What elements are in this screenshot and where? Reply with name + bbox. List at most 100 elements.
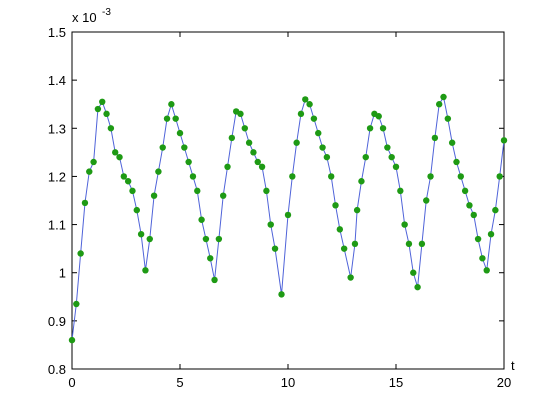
data-point [68, 336, 76, 344]
data-point [384, 144, 391, 151]
data-point [250, 149, 257, 156]
data-point [73, 300, 80, 308]
data-point [129, 187, 136, 195]
data-point [289, 173, 296, 180]
y-scale-exponent: -3 [102, 7, 111, 18]
x-tick-label: 20 [497, 375, 511, 390]
data-point [492, 206, 499, 214]
data-point [224, 163, 231, 170]
data-point [258, 163, 266, 170]
data-point [176, 129, 184, 137]
y-tick-label: 1.2 [48, 169, 66, 184]
data-point [315, 129, 322, 137]
data-point [347, 274, 354, 281]
data-point [237, 110, 244, 118]
x-tick-label: 5 [176, 375, 183, 390]
data-point [375, 113, 382, 120]
data-point [77, 250, 84, 257]
data-point [397, 187, 404, 195]
data-point [366, 125, 374, 132]
data-point [159, 144, 166, 151]
data-point [211, 276, 218, 284]
data-point [423, 197, 430, 204]
y-scale-label: x 10 [72, 10, 97, 25]
data-point [431, 134, 439, 142]
data-point [254, 158, 261, 166]
data-point [418, 240, 426, 248]
data-point [436, 101, 443, 108]
data-point [133, 206, 140, 214]
data-point [306, 101, 313, 108]
data-point [319, 144, 326, 151]
data-point [358, 178, 365, 185]
data-point [168, 101, 175, 108]
data-point [496, 173, 503, 180]
data-point [379, 125, 387, 132]
data-point [107, 125, 115, 132]
data-point [448, 139, 456, 146]
data-point [245, 139, 253, 146]
data-point [120, 173, 128, 180]
y-tick-label: 1.4 [48, 73, 66, 88]
data-point [263, 187, 270, 195]
data-point [124, 178, 132, 185]
data-point [137, 231, 145, 238]
data-point [362, 153, 369, 161]
data-point [461, 187, 469, 195]
data-point [181, 144, 188, 151]
data-point [163, 115, 171, 122]
data-point [483, 267, 490, 274]
data-point [112, 149, 119, 156]
series-line [71, 95, 505, 341]
data-point [99, 98, 106, 106]
data-point [332, 202, 339, 209]
data-point [271, 245, 279, 252]
y-tick-label: 1.1 [48, 218, 66, 233]
data-point [340, 245, 348, 252]
data-point [284, 211, 292, 219]
data-point [414, 283, 421, 291]
y-tick-label: 0.8 [48, 362, 66, 377]
data-point [86, 168, 93, 175]
data-point [388, 153, 395, 161]
data-point [90, 158, 97, 166]
data-point [267, 221, 274, 228]
data-point [302, 96, 309, 103]
data-point [220, 192, 227, 199]
data-point [103, 110, 110, 118]
data-point [94, 105, 102, 113]
data-point [479, 255, 486, 262]
data-point [189, 173, 197, 180]
data-point [474, 235, 482, 243]
y-tick-label: 1.3 [48, 121, 66, 136]
x-tick-label: 10 [281, 375, 295, 390]
data-point [116, 153, 123, 161]
x-tick-label: 0 [68, 375, 75, 390]
data-point [487, 231, 495, 238]
data-point [146, 235, 153, 243]
data-point [172, 115, 179, 122]
data-point [81, 199, 89, 207]
x-axis-label: t [511, 358, 515, 373]
data-point [323, 153, 331, 161]
data-point [293, 139, 300, 146]
data-point [351, 240, 359, 248]
data-point [336, 226, 344, 233]
data-point [328, 173, 335, 180]
data-point [470, 211, 477, 219]
data-point [310, 115, 318, 122]
data-point [215, 235, 223, 243]
data-point [297, 110, 305, 118]
data-point [185, 158, 192, 166]
data-point [466, 202, 473, 209]
data-point [198, 216, 205, 223]
data-point [207, 255, 214, 262]
data-point [392, 163, 400, 170]
x-tick-label: 15 [389, 375, 403, 390]
data-point [500, 137, 508, 144]
data-point [194, 187, 201, 195]
y-tick-label: 1.5 [48, 25, 66, 40]
data-point [228, 134, 236, 142]
